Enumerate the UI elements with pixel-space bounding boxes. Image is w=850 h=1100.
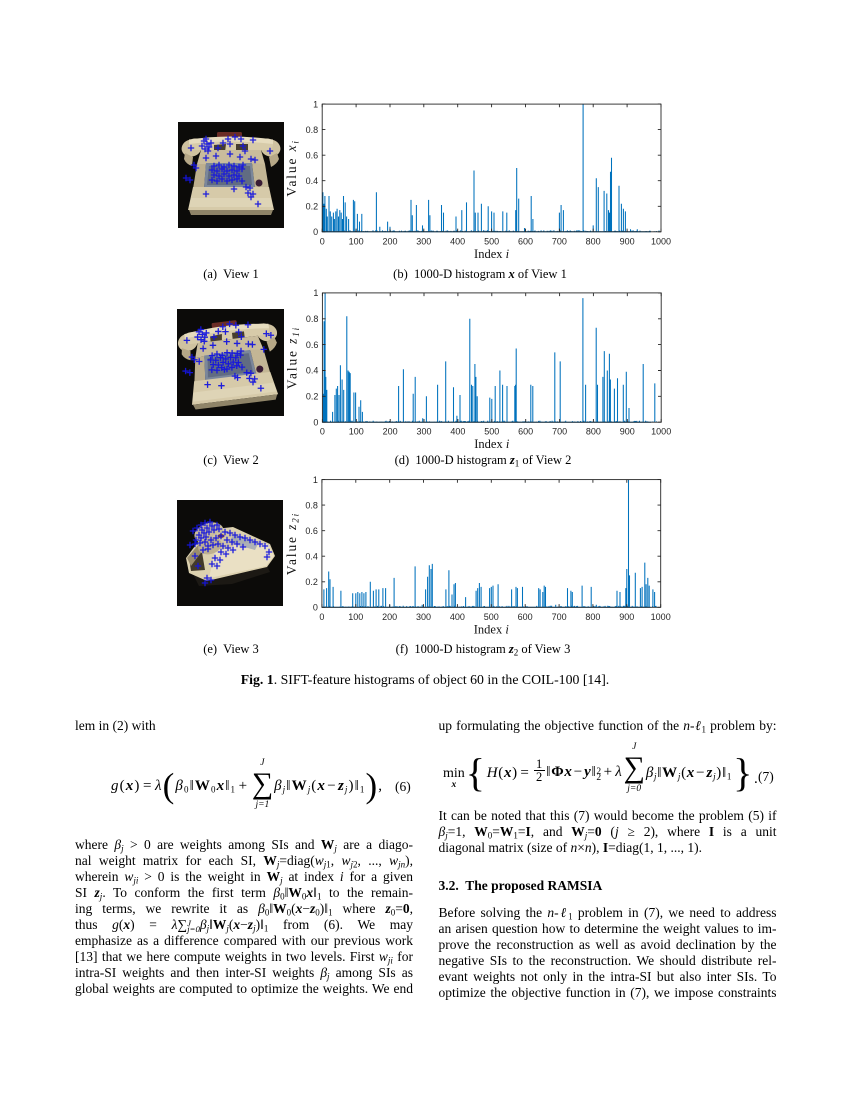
svg-text:700: 700 [552,427,567,437]
svg-text:400: 400 [450,236,465,246]
svg-text:0.2: 0.2 [306,202,319,212]
svg-text:400: 400 [450,427,465,437]
svg-text:0.8: 0.8 [305,500,318,510]
svg-text:0.4: 0.4 [306,366,319,376]
svg-text:300: 300 [416,236,431,246]
svg-text:0: 0 [320,427,325,437]
svg-text:500: 500 [484,612,499,622]
svg-text:Value z1i: Value z1i [284,326,300,389]
svg-text:100: 100 [349,427,364,437]
svg-text:Value xi: Value xi [284,139,300,197]
svg-text:200: 200 [383,427,398,437]
svg-text:700: 700 [552,612,567,622]
svg-text:300: 300 [416,612,431,622]
svg-text:600: 600 [518,236,533,246]
svg-text:800: 800 [586,427,601,437]
svg-text:0.6: 0.6 [306,340,319,350]
svg-text:Index i: Index i [474,437,510,451]
svg-text:1000: 1000 [651,427,671,437]
svg-text:200: 200 [382,612,397,622]
svg-text:0: 0 [319,612,324,622]
svg-text:1000: 1000 [651,612,671,622]
svg-text:1: 1 [313,475,318,485]
svg-text:300: 300 [416,427,431,437]
svg-text:0.4: 0.4 [306,176,319,186]
svg-text:500: 500 [484,236,499,246]
svg-text:0: 0 [313,227,318,237]
svg-text:800: 800 [585,612,600,622]
svg-text:0.4: 0.4 [305,551,318,561]
svg-text:Value z2i: Value z2i [284,512,300,575]
svg-text:100: 100 [348,612,363,622]
svg-text:100: 100 [349,236,364,246]
svg-text:0.8: 0.8 [306,125,319,135]
svg-text:0: 0 [320,236,325,246]
svg-text:0.6: 0.6 [306,150,319,160]
svg-text:900: 900 [620,236,635,246]
svg-text:900: 900 [619,612,634,622]
svg-text:Index i: Index i [474,622,510,636]
svg-text:1: 1 [313,99,318,109]
svg-text:900: 900 [620,427,635,437]
svg-text:0.6: 0.6 [305,526,318,536]
svg-text:700: 700 [552,236,567,246]
svg-text:200: 200 [382,236,397,246]
svg-text:0: 0 [313,417,318,427]
svg-text:0.8: 0.8 [306,314,319,324]
svg-text:500: 500 [484,427,499,437]
svg-text:400: 400 [450,612,465,622]
svg-text:1000: 1000 [651,236,671,246]
svg-text:600: 600 [518,427,533,437]
svg-text:0: 0 [313,603,318,613]
svg-text:Index i: Index i [474,247,510,261]
svg-text:0.2: 0.2 [306,392,319,402]
svg-text:600: 600 [518,612,533,622]
svg-text:0.2: 0.2 [305,577,318,587]
svg-text:800: 800 [586,236,601,246]
svg-text:1: 1 [313,288,318,298]
